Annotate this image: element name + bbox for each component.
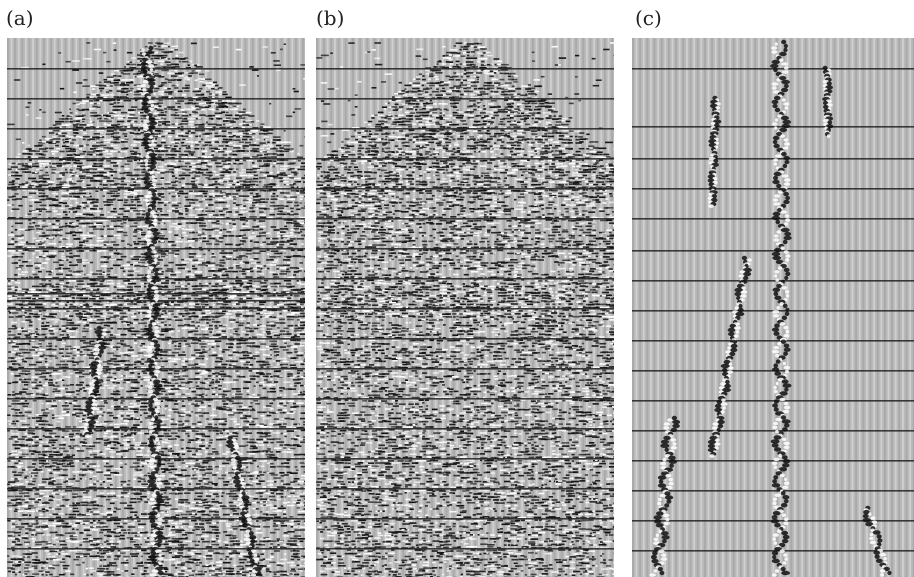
panel-c-lower-right-event (862, 505, 892, 577)
seismic-image-c (632, 38, 914, 577)
panel-label-b: (b) (316, 6, 345, 30)
panel-b-horizontal-lines (316, 68, 614, 550)
seismic-panel-a (7, 38, 305, 577)
trace-column-stripes (632, 38, 914, 577)
seismic-panel-b (316, 38, 614, 577)
seismic-noise-field (316, 42, 614, 577)
panel-c-upper-left-event (707, 95, 722, 208)
panel-c-upper-right-event (822, 65, 834, 138)
panel-a-central-event (140, 45, 165, 577)
seismic-panel-c (632, 38, 914, 577)
panel-c-lower-left-event (649, 415, 681, 577)
panel-a-right-event (226, 435, 262, 577)
seismic-image-a (7, 38, 305, 577)
panel-a-left-event (83, 325, 107, 438)
panel-label-c: (c) (635, 6, 662, 30)
panel-label-a: (a) (6, 6, 34, 30)
seismic-image-b (316, 38, 614, 577)
panel-c-diagonal-event (707, 255, 752, 458)
panel-c-central-event (770, 39, 792, 577)
